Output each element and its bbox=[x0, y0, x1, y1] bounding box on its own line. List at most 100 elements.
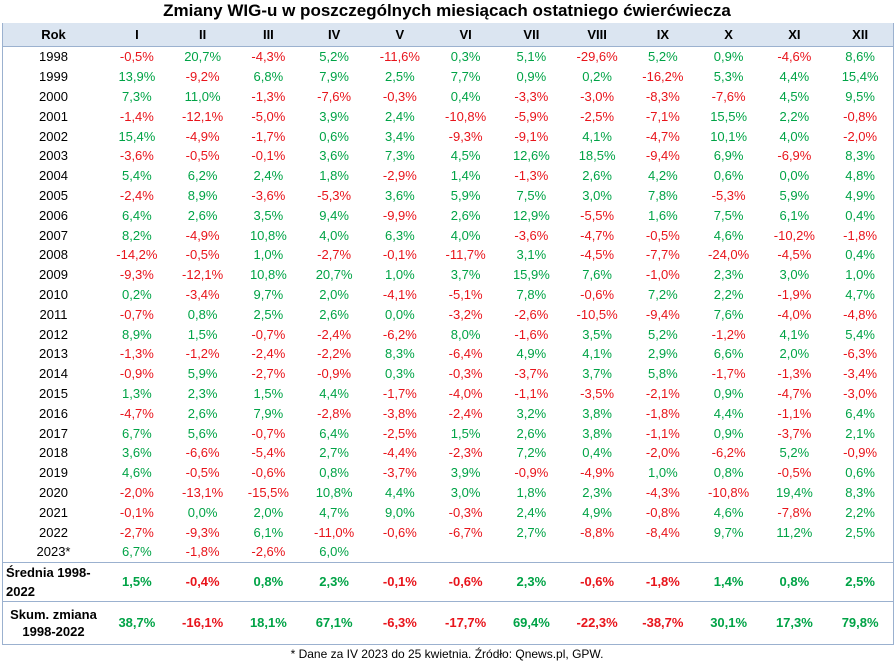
year-cell: 2009 bbox=[39, 267, 68, 283]
return-cell: -0,7% bbox=[251, 425, 286, 441]
return-cell: -2,7% bbox=[119, 524, 154, 540]
year-cell: 2000 bbox=[39, 88, 68, 104]
average-cell: 0,8% bbox=[761, 561, 828, 602]
return-cell: -0,3% bbox=[448, 366, 483, 382]
return-cell: 2,9% bbox=[648, 346, 678, 362]
return-cell: -10,5% bbox=[576, 306, 618, 322]
return-cell: -2,8% bbox=[317, 405, 352, 421]
return-cell: -0,1% bbox=[382, 247, 417, 263]
return-cell: 6,7% bbox=[122, 544, 152, 560]
year-cell: 2013 bbox=[39, 346, 68, 362]
return-cell: -1,8% bbox=[185, 544, 220, 560]
header-month: IX bbox=[630, 23, 696, 47]
return-cell: -2,6% bbox=[514, 306, 549, 322]
header-month: X bbox=[695, 23, 762, 47]
header-month: XI bbox=[761, 23, 828, 47]
return-cell: -9,1% bbox=[514, 128, 549, 144]
return-cell: -16,2% bbox=[642, 69, 684, 85]
return-cell: -0,9% bbox=[514, 465, 549, 481]
return-cell: 3,7% bbox=[450, 267, 481, 283]
return-cell: 12,6% bbox=[512, 148, 550, 164]
return-cell: 3,9% bbox=[450, 465, 481, 481]
return-cell: -0,5% bbox=[645, 227, 680, 243]
table-row: 2012 8,9% 1,5% -0,7% -2,4% -6,2% 8,0% -1,6% 3,5%… bbox=[3, 324, 893, 344]
return-cell: -5,3% bbox=[711, 187, 746, 203]
average-cell: -0,6% bbox=[564, 561, 630, 602]
return-cell: -3,2% bbox=[448, 306, 483, 322]
average-cell: 2,3% bbox=[498, 561, 565, 602]
return-cell bbox=[499, 542, 565, 562]
return-cell: 3,2% bbox=[516, 405, 547, 421]
year-cell: 2003 bbox=[39, 148, 68, 164]
table-row: 1998 -0,5% 20,7% -4,3% 5,2% -11,6% 0,3% 5,1% -29… bbox=[3, 47, 893, 67]
return-cell: 4,6% bbox=[713, 504, 744, 520]
return-cell: -2,3% bbox=[448, 445, 483, 461]
return-cell: 4,9% bbox=[845, 187, 875, 203]
return-cell: -9,3% bbox=[448, 128, 483, 144]
cumulative-cell: -17,7% bbox=[432, 600, 499, 645]
return-cell: 0,6% bbox=[713, 168, 744, 184]
return-cell: 2,5% bbox=[253, 306, 284, 322]
return-cell: 2,6% bbox=[187, 405, 218, 421]
return-cell bbox=[630, 542, 696, 562]
cumulative-cell: -38,7% bbox=[630, 600, 696, 645]
return-cell: 0,0% bbox=[187, 504, 218, 520]
return-cell: -4,9% bbox=[185, 227, 220, 243]
return-cell: -6,6% bbox=[185, 445, 220, 461]
return-cell: 7,6% bbox=[713, 306, 744, 322]
table-row: 2009 -9,3% -12,1% 10,8% 20,7% 1,0% 3,7% 15,9% 7,… bbox=[3, 265, 893, 285]
footnote: * Dane za IV 2023 do 25 kwietnia. Źródło… bbox=[290, 647, 604, 661]
return-cell: -2,5% bbox=[382, 425, 417, 441]
return-cell: 7,9% bbox=[253, 405, 284, 421]
table-row: 2001 -1,4% -12,1% -5,0% 3,9% 2,4% -10,8% -5,9% -… bbox=[3, 106, 893, 126]
return-cell: 0,4% bbox=[845, 247, 875, 263]
return-cell: 15,4% bbox=[118, 128, 156, 144]
table-row: 1999 13,9% -9,2% 6,8% 7,9% 2,5% 7,7% 0,9% 0,2% -1… bbox=[3, 67, 893, 87]
return-cell: 2,4% bbox=[516, 504, 547, 520]
year-cell: 2007 bbox=[39, 227, 68, 243]
return-cell: 0,9% bbox=[713, 385, 744, 401]
return-cell: -2,4% bbox=[317, 326, 352, 342]
year-cell: 2020 bbox=[39, 484, 68, 500]
return-cell: -1,0% bbox=[645, 267, 680, 283]
return-cell: 4,4% bbox=[385, 484, 415, 500]
return-cell: 2,2% bbox=[845, 504, 875, 520]
cumulative-cell: 67,1% bbox=[301, 600, 367, 645]
return-cell: 5,1% bbox=[516, 49, 547, 65]
return-cell: 1,5% bbox=[450, 425, 481, 441]
return-cell: 7,3% bbox=[122, 88, 152, 104]
year-cell: 2016 bbox=[39, 405, 68, 421]
return-cell: -2,4% bbox=[119, 187, 154, 203]
return-cell: 15,4% bbox=[841, 69, 879, 85]
return-cell: -4,7% bbox=[645, 128, 680, 144]
return-cell: 19,4% bbox=[775, 484, 813, 500]
return-cell: -0,5% bbox=[185, 465, 220, 481]
header-month: VIII bbox=[564, 23, 630, 47]
return-cell: 2,5% bbox=[845, 524, 875, 540]
return-cell: 13,9% bbox=[118, 69, 156, 85]
return-cell: 4,5% bbox=[450, 148, 481, 164]
return-cell: 12,9% bbox=[512, 207, 550, 223]
average-cell: 2,3% bbox=[301, 561, 367, 602]
return-cell: 1,5% bbox=[253, 385, 284, 401]
return-cell: 0,8% bbox=[713, 465, 744, 481]
return-cell: -5,5% bbox=[580, 207, 615, 223]
table-row: 2006 6,4% 2,6% 3,5% 9,4% -9,9% 2,6% 12,9% -5,5% 1… bbox=[3, 205, 893, 225]
return-cell: 2,6% bbox=[319, 306, 349, 322]
return-cell: -29,6% bbox=[576, 49, 618, 65]
return-cell: 8,9% bbox=[187, 187, 218, 203]
return-cell: -3,4% bbox=[843, 366, 878, 382]
year-cell: 2005 bbox=[39, 187, 68, 203]
return-cell: 3,0% bbox=[450, 484, 481, 500]
return-cell: -8,8% bbox=[580, 524, 615, 540]
average-cell: -0,6% bbox=[432, 561, 499, 602]
return-cell: -4,5% bbox=[777, 247, 812, 263]
return-cell: -6,9% bbox=[777, 148, 812, 164]
return-cell: -4,3% bbox=[251, 49, 286, 65]
return-cell: 1,0% bbox=[648, 465, 678, 481]
return-cell: 6,3% bbox=[385, 227, 415, 243]
year-cell: 2004 bbox=[39, 168, 68, 184]
return-cell: -3,7% bbox=[777, 425, 812, 441]
return-cell: -5,3% bbox=[317, 187, 352, 203]
table-row: 2010 0,2% -3,4% 9,7% 2,0% -4,1% -5,1% 7,8% -0,6%… bbox=[3, 285, 893, 305]
